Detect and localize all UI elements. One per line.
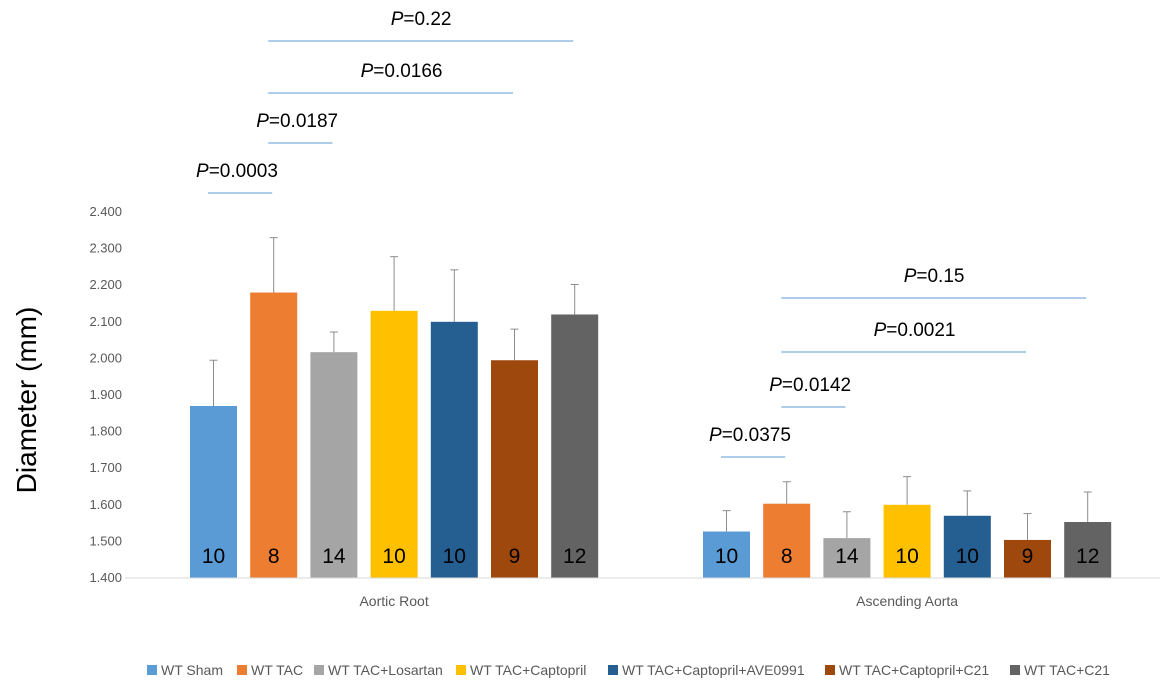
p-value: =0.0142 [782, 375, 851, 396]
legend-swatch [825, 665, 835, 675]
legend-label: WT TAC+C21 [1024, 662, 1110, 678]
y-tick-label: 2.000 [89, 350, 122, 365]
legend-label: WT TAC+Captopril+C21 [839, 662, 989, 678]
y-axis-label: Diameter (mm) [11, 307, 42, 494]
bar [250, 292, 298, 578]
p-value-label: P=0.0021 [874, 320, 956, 341]
bar [943, 515, 991, 578]
p-value: =0.22 [403, 9, 451, 30]
bar [883, 504, 931, 578]
bar [823, 538, 871, 578]
y-tick-label: 2.400 [89, 204, 122, 219]
p-value: =0.0021 [886, 320, 955, 341]
legend-label: WT TAC+Captopril [470, 662, 586, 678]
sample-size-label: 10 [715, 545, 738, 568]
category-label: Aortic Root [359, 593, 428, 609]
sample-size-label: 10 [895, 545, 918, 568]
p-value: =0.0187 [269, 111, 338, 132]
sample-size-label: 10 [202, 545, 225, 568]
p-value-label: P=0.15 [904, 266, 965, 287]
p-symbol: P [196, 161, 209, 182]
p-symbol: P [874, 320, 887, 341]
legend-label: WT Sham [161, 662, 223, 678]
y-tick-label: 1.700 [89, 460, 122, 475]
sample-size-label: 12 [1076, 545, 1099, 568]
sample-size-label: 10 [956, 545, 979, 568]
legend-swatch [456, 665, 466, 675]
legend-swatch [147, 665, 157, 675]
category-label: Ascending Aorta [856, 593, 958, 609]
sample-size-label: 14 [322, 545, 346, 568]
legend: WT Sham WT TAC WT TAC+Losartan WT TAC+Capto… [147, 662, 1110, 678]
p-value-label: P=0.0375 [709, 425, 791, 446]
sample-size-label: 10 [443, 545, 466, 568]
y-tick-label: 1.900 [89, 387, 122, 402]
p-value-label: P=0.0166 [361, 61, 443, 82]
p-value: =0.0375 [722, 425, 791, 446]
legend-swatch [608, 665, 618, 675]
sample-size-label: 10 [382, 545, 405, 568]
sample-size-label: 8 [781, 545, 793, 568]
significance-annotations: P=0.0003P=0.0187P=0.0166P=0.22P=0.0375P=… [196, 9, 1087, 458]
y-tick-label: 2.300 [89, 241, 122, 256]
legend-swatch [1010, 665, 1020, 675]
bar [703, 531, 750, 578]
bar [763, 503, 811, 578]
bar [1064, 522, 1112, 578]
p-value: =0.0003 [209, 161, 278, 182]
y-axis-ticks: 1.400 1.500 1.600 1.700 1.800 1.900 2.000 2.100… [89, 204, 122, 585]
y-tick-label: 1.500 [89, 533, 122, 548]
bar [551, 314, 599, 578]
bar [1004, 539, 1051, 578]
bar [190, 405, 237, 578]
sample-size-labels: 10 10 8 8 14 14 10 10 10 10 9 9 12 12 [202, 545, 1100, 568]
bars-layer [190, 292, 1112, 578]
p-value-label: P=0.22 [391, 9, 452, 30]
bar [370, 310, 418, 578]
y-tick-label: 2.200 [89, 277, 122, 292]
p-symbol: P [391, 9, 404, 30]
legend-label: WT TAC+Losartan [328, 662, 443, 678]
sample-size-label: 8 [268, 545, 280, 568]
p-symbol: P [904, 266, 917, 287]
p-value: =0.15 [916, 266, 964, 287]
bar [430, 321, 478, 578]
p-value-label: P=0.0142 [769, 375, 851, 396]
legend-swatch [237, 665, 247, 675]
error-bars-layer [209, 237, 1092, 540]
p-value-label: P=0.0187 [256, 111, 338, 132]
bar [491, 360, 538, 578]
p-value: =0.0166 [373, 61, 442, 82]
p-symbol: P [256, 111, 269, 132]
legend-label: WT TAC [251, 662, 303, 678]
y-tick-label: 2.100 [89, 314, 122, 329]
legend-label: WT TAC+Captopril+AVE0991 [622, 662, 805, 678]
y-tick-label: 1.400 [89, 570, 122, 585]
p-symbol: P [709, 425, 722, 446]
bar [310, 352, 358, 578]
p-value-label: P=0.0003 [196, 161, 278, 182]
y-tick-label: 1.800 [89, 424, 122, 439]
sample-size-label: 9 [1022, 545, 1034, 568]
category-labels: Aortic Root Ascending Aorta [359, 593, 958, 609]
p-symbol: P [361, 61, 374, 82]
p-symbol: P [769, 375, 782, 396]
sample-size-label: 14 [835, 545, 859, 568]
sample-size-label: 12 [563, 545, 586, 568]
sample-size-label: 9 [509, 545, 521, 568]
y-tick-label: 1.600 [89, 497, 122, 512]
legend-swatch [314, 665, 324, 675]
